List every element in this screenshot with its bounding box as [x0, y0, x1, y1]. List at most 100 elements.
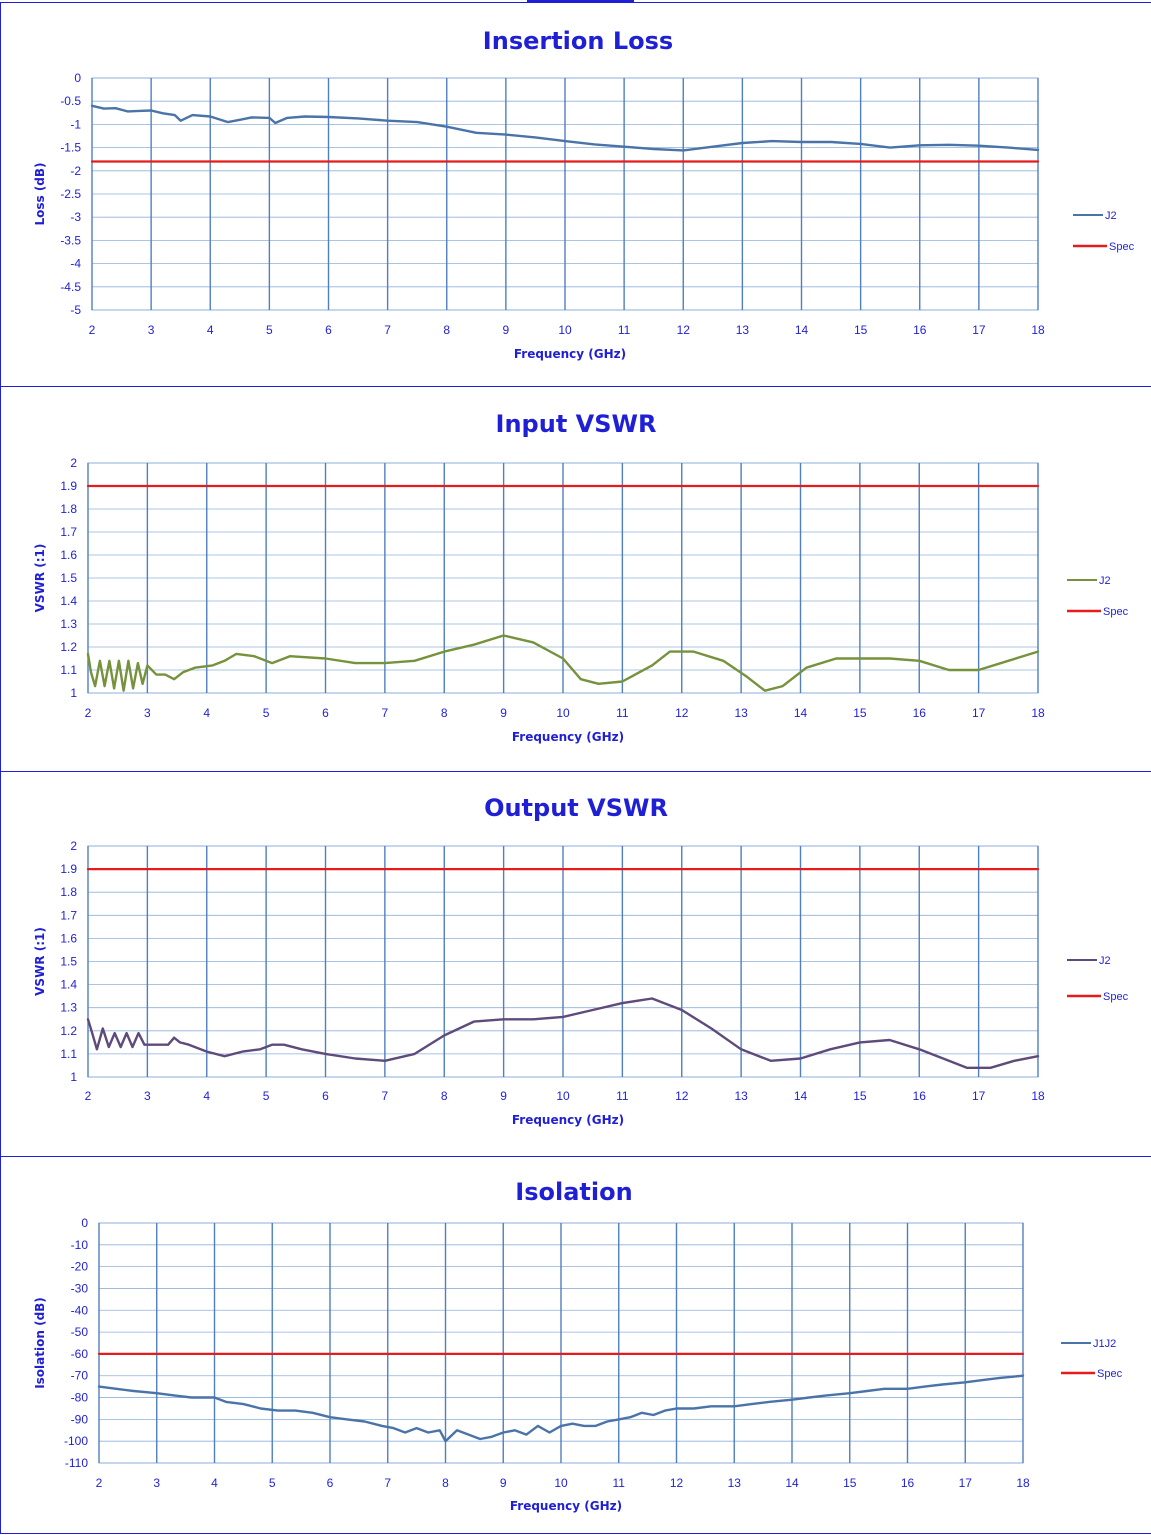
x-tick-label: 16 — [913, 1089, 927, 1103]
y-tick-label: -2 — [70, 164, 81, 178]
y-axis-label: VSWR (:1) — [33, 544, 47, 613]
y-tick-label: 1.7 — [60, 908, 77, 922]
y-tick-label: -100 — [64, 1434, 88, 1448]
x-axis-label: Frequency (GHz) — [512, 1113, 624, 1127]
y-tick-label: 1.6 — [60, 931, 77, 945]
x-tick-label: 9 — [500, 1089, 507, 1103]
x-tick-label: 2 — [85, 706, 92, 720]
x-tick-label: 7 — [382, 1089, 389, 1103]
y-tick-label: 1 — [70, 1070, 77, 1084]
y-tick-label: -20 — [71, 1260, 89, 1274]
x-tick-label: 6 — [325, 323, 332, 337]
x-tick-label: 4 — [203, 706, 210, 720]
y-tick-label: -80 — [71, 1391, 89, 1405]
x-tick-label: 11 — [618, 323, 631, 337]
y-tick-label: -3.5 — [60, 233, 81, 247]
y-tick-label: -90 — [71, 1412, 89, 1426]
chart-title: Output VSWR — [484, 794, 668, 822]
x-tick-label: 16 — [913, 323, 927, 337]
y-tick-label: 1.8 — [60, 885, 77, 899]
y-tick-label: 1.1 — [60, 1047, 77, 1061]
x-tick-label: 14 — [794, 706, 808, 720]
x-tick-label: 18 — [1031, 323, 1045, 337]
x-tick-label: 6 — [322, 706, 329, 720]
input-vswr-panel: Input VSWR 2 1.9 1.8 1.7 1.6 1.5 1.4 1.3 1.2 1.1 1 2… — [0, 386, 1151, 772]
x-tick-label: 7 — [384, 1476, 391, 1490]
y-tick-label: -30 — [71, 1281, 89, 1295]
x-tick-label: 14 — [795, 323, 809, 337]
y-tick-label: 1.8 — [60, 502, 77, 516]
x-tick-label: 10 — [554, 1476, 568, 1490]
x-axis-label: Frequency (GHz) — [512, 730, 624, 744]
y-tick-label: -50 — [71, 1325, 89, 1339]
x-tick-label: 5 — [269, 1476, 276, 1490]
x-tick-label: 17 — [972, 706, 986, 720]
y-tick-label: 0 — [74, 71, 81, 85]
x-tick-label: 3 — [144, 1089, 151, 1103]
legend-label: Spec — [1103, 606, 1129, 618]
x-tick-label: 8 — [442, 1476, 449, 1490]
legend-label: J2 — [1099, 575, 1111, 587]
x-tick-label: 8 — [443, 323, 450, 337]
x-tick-label: 2 — [96, 1476, 103, 1490]
x-tick-label: 18 — [1016, 1476, 1030, 1490]
x-tick-label: 15 — [853, 706, 867, 720]
x-tick-label: 5 — [263, 706, 270, 720]
y-tick-label: -0.5 — [60, 94, 81, 108]
y-tick-label: -1.5 — [60, 141, 81, 155]
y-tick-label: -4.5 — [60, 280, 81, 294]
y-tick-label: 1.3 — [60, 1001, 77, 1015]
y-tick-label: 2 — [70, 839, 77, 853]
y-tick-label: -2.5 — [60, 187, 81, 201]
y-tick-label: -60 — [71, 1347, 89, 1361]
x-tick-label: 10 — [556, 1089, 570, 1103]
x-tick-label: 12 — [675, 1089, 689, 1103]
y-tick-label: -110 — [65, 1456, 88, 1470]
x-tick-label: 5 — [266, 323, 273, 337]
x-tick-label: 11 — [613, 1476, 626, 1490]
x-tick-label: 13 — [734, 706, 748, 720]
y-tick-label: 1.5 — [60, 955, 77, 969]
y-axis-label: VSWR (:1) — [33, 927, 47, 996]
x-tick-label: 3 — [148, 323, 155, 337]
y-tick-label: 1.5 — [60, 571, 77, 585]
y-tick-label: 1.3 — [60, 617, 77, 631]
x-tick-label: 13 — [728, 1476, 742, 1490]
legend-label: Spec — [1109, 241, 1135, 253]
y-tick-label: -5 — [70, 303, 81, 317]
x-tick-label: 18 — [1031, 706, 1045, 720]
x-tick-label: 13 — [736, 323, 750, 337]
x-tick-label: 3 — [153, 1476, 160, 1490]
output-vswr-panel: Output VSWR 2 1.9 1.8 1.7 1.6 1.5 1.4 1.3 1.2 1.1 1… — [0, 771, 1151, 1157]
legend-label: J1J2 — [1093, 1338, 1116, 1350]
x-tick-label: 5 — [263, 1089, 270, 1103]
y-tick-label: 1.4 — [60, 594, 77, 608]
x-tick-label: 4 — [211, 1476, 218, 1490]
x-tick-label: 12 — [670, 1476, 684, 1490]
x-tick-label: 9 — [503, 323, 510, 337]
y-axis-label: Isolation (dB) — [33, 1297, 47, 1389]
isolation-panel: Isolation 0 -10 -20 -30 -40 -50 -60 -70 -80 -90 -10… — [0, 1156, 1151, 1534]
legend-label: Spec — [1097, 1368, 1123, 1380]
y-tick-label: 1.1 — [60, 663, 77, 677]
input-vswr-chart: Input VSWR21.91.81.71.61.51.41.31.21.112… — [33, 410, 1129, 744]
x-tick-label: 17 — [972, 1089, 986, 1103]
output-vswr-chart: Output VSWR 2 1.9 1.8 1.7 1.6 1.5 1.4 1.3 1.2 1.1 1… — [33, 794, 1129, 1127]
x-axis-label: Frequency (GHz) — [510, 1499, 622, 1513]
insertion-loss-panel: Insertion Loss 0 -0.5 -1 -1.5 -2 -2.5 -3 -3.5 -4 -… — [0, 2, 1151, 387]
chart-title: Isolation — [515, 1178, 632, 1206]
x-tick-label: 4 — [207, 323, 214, 337]
x-tick-label: 2 — [89, 323, 96, 337]
x-tick-label: 17 — [959, 1476, 973, 1490]
y-tick-label: 1 — [70, 686, 77, 700]
y-tick-label: 1.2 — [60, 1024, 77, 1038]
legend-label: J2 — [1099, 955, 1111, 967]
x-tick-label: 12 — [675, 706, 689, 720]
x-tick-label: 12 — [677, 323, 691, 337]
y-tick-label: -70 — [71, 1369, 89, 1383]
y-tick-label: -3 — [70, 210, 81, 224]
measured-series-line — [86, 997, 1040, 1069]
legend-label: Spec — [1103, 991, 1129, 1003]
x-tick-label: 15 — [853, 1089, 867, 1103]
x-tick-label: 10 — [558, 323, 572, 337]
